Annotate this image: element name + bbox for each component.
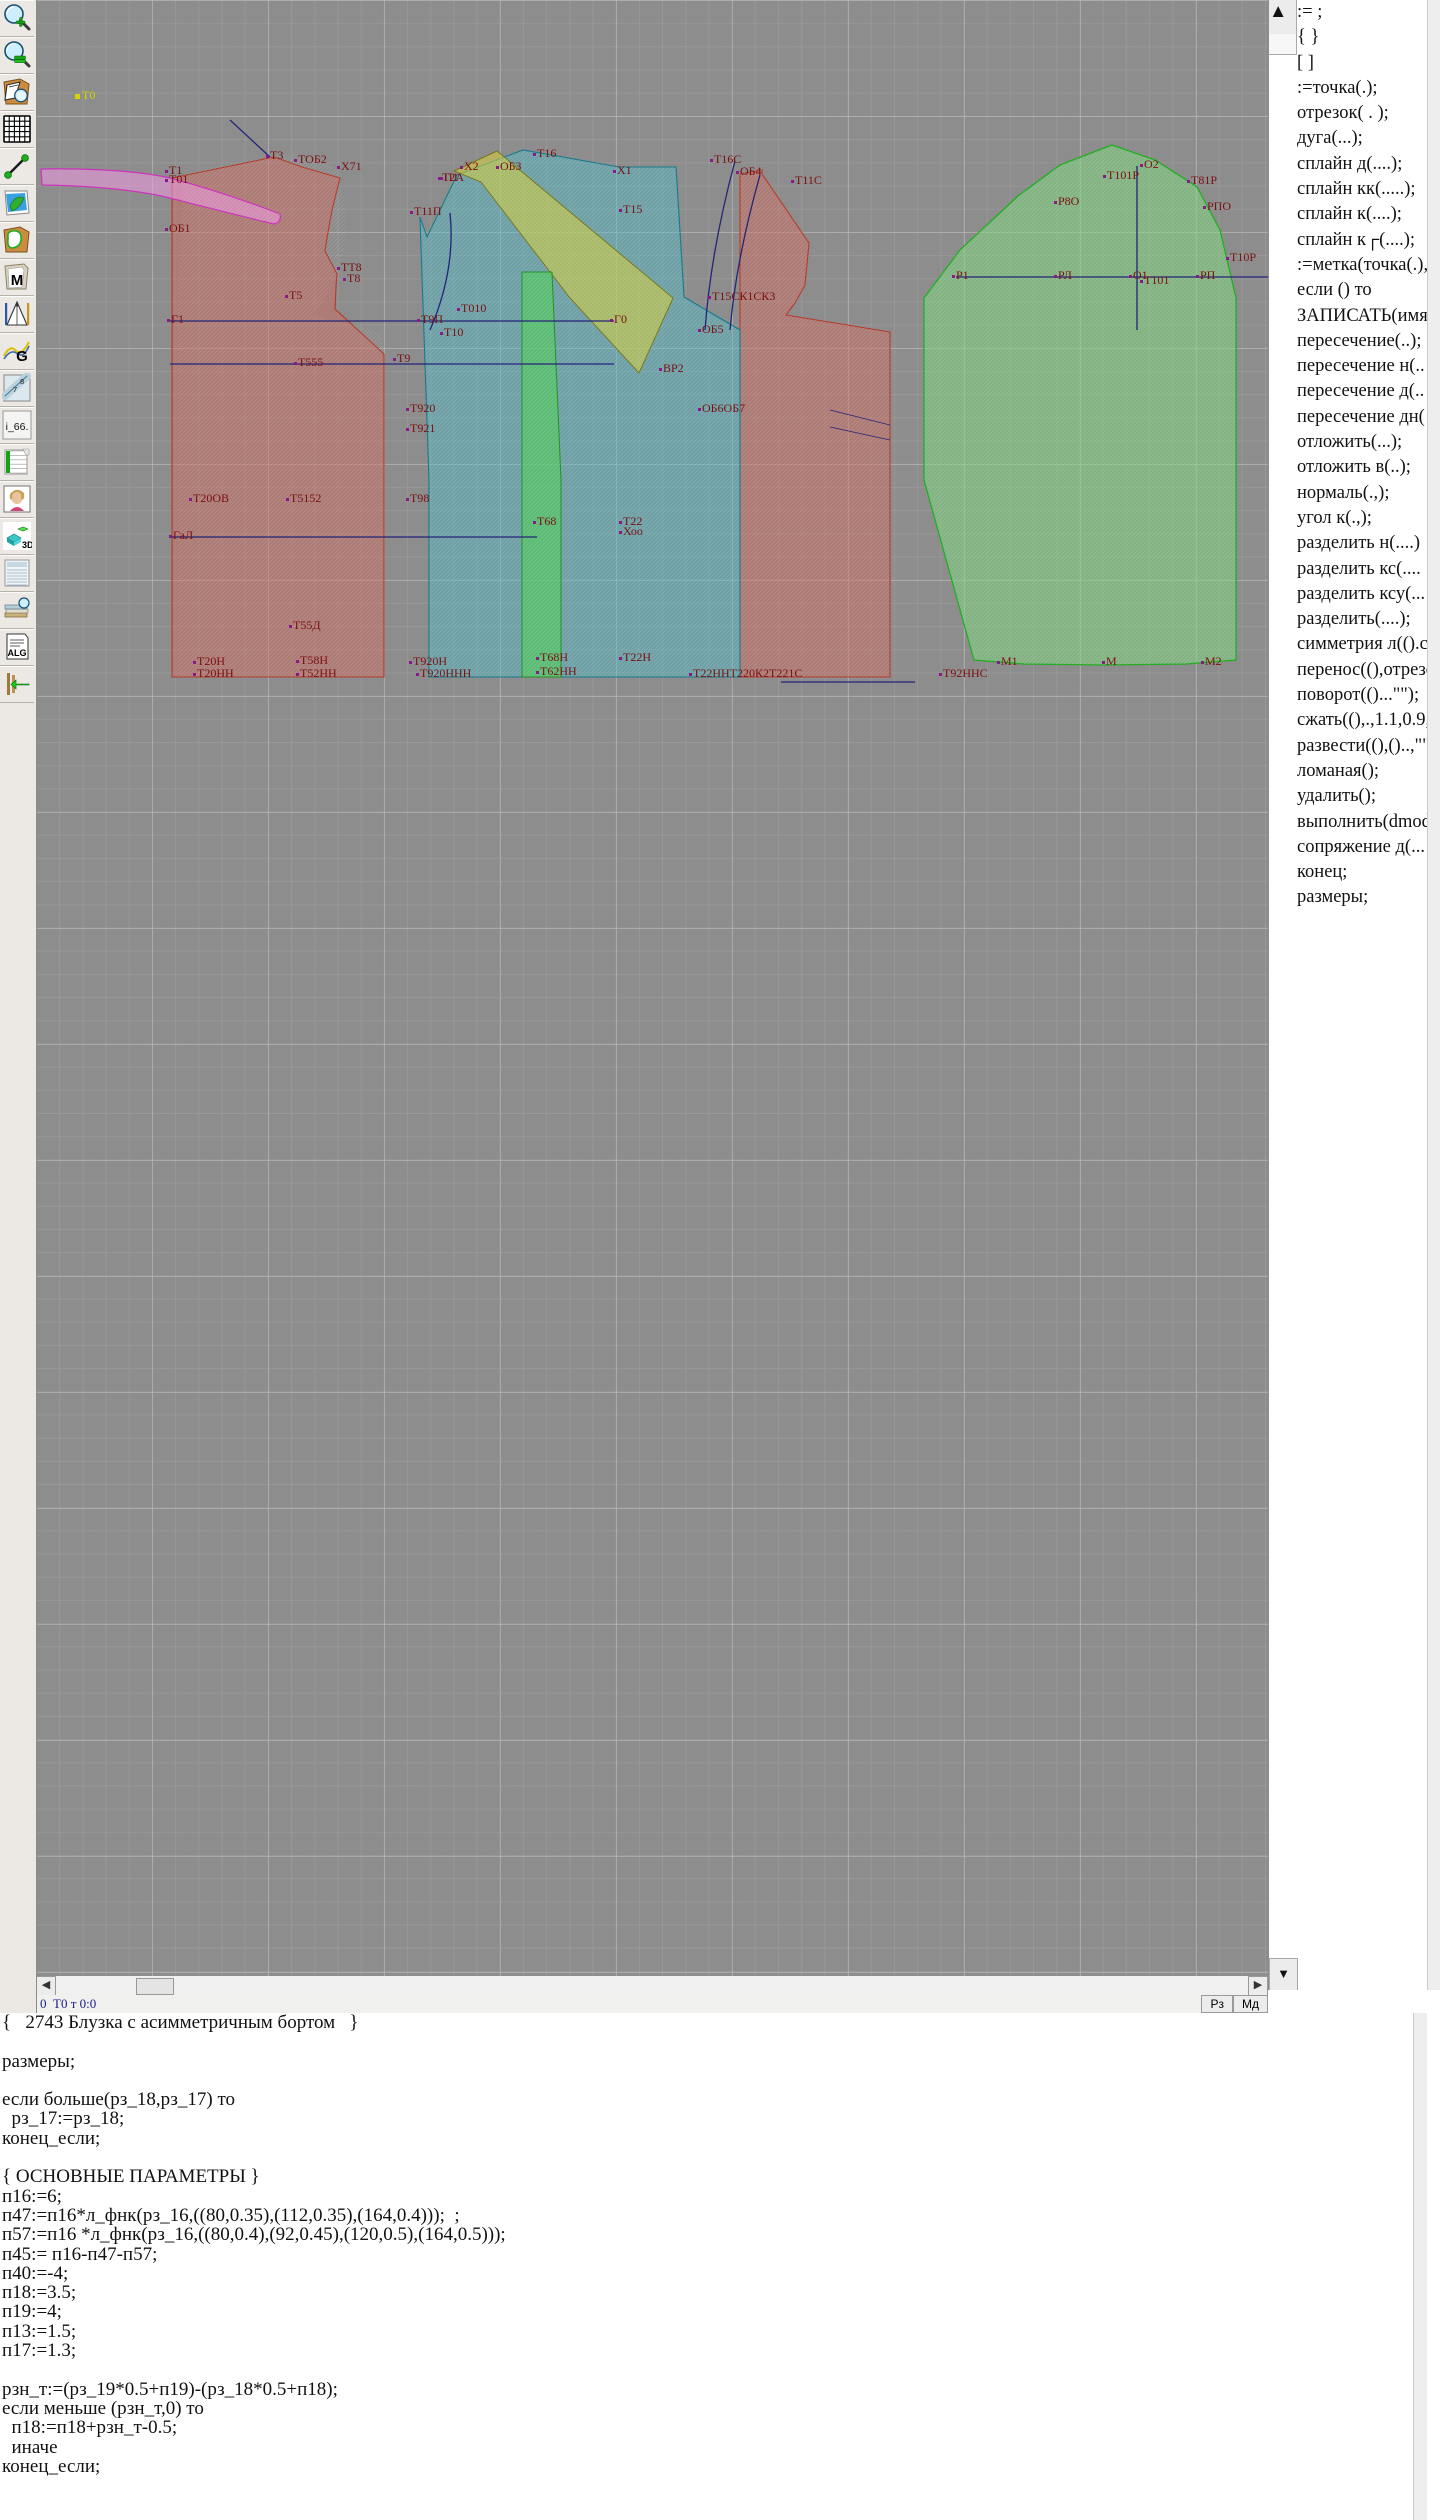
- svg-text:7: 7: [13, 385, 17, 394]
- svg-text:8: 8: [20, 377, 24, 386]
- svg-text:M: M: [11, 272, 24, 289]
- svg-text:ALG: ALG: [8, 648, 27, 658]
- svg-text:i_66.: i_66.: [6, 421, 29, 433]
- svg-text:G: G: [16, 348, 28, 365]
- svg-text:3D: 3D: [22, 540, 32, 550]
